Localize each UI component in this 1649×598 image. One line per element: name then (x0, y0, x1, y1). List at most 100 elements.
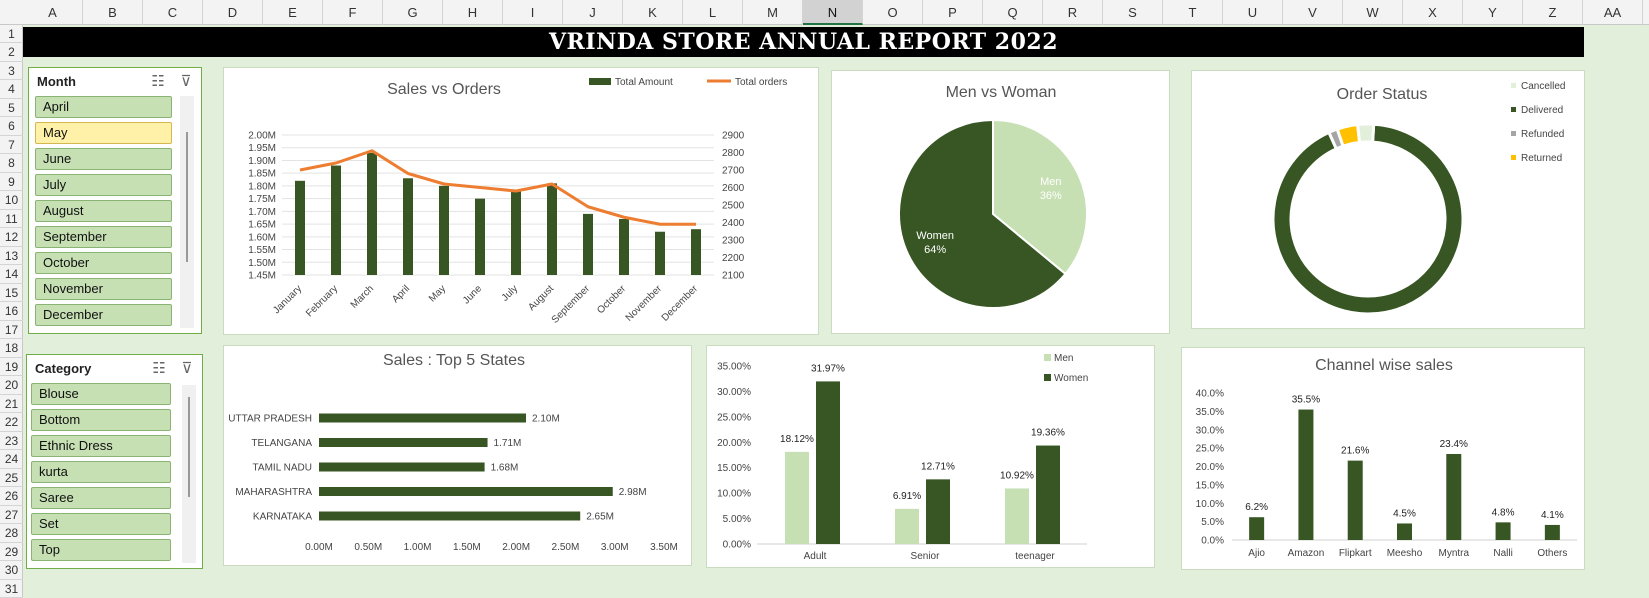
row-header-4[interactable]: 4 (0, 80, 23, 99)
y-right-tick: 2600 (722, 183, 745, 194)
column-header-N[interactable]: N (803, 0, 863, 25)
row-header-16[interactable]: 16 (0, 302, 23, 321)
column-header-P[interactable]: P (923, 0, 983, 25)
order-status-chart[interactable]: Order Status Cancelled Delivered Refunded Re… (1191, 70, 1585, 329)
column-header-C[interactable]: C (143, 0, 203, 25)
row-header-17[interactable]: 17 (0, 321, 23, 340)
row-header-8[interactable]: 8 (0, 154, 23, 173)
row-header-6[interactable]: 6 (0, 117, 23, 136)
column-header-R[interactable]: R (1043, 0, 1103, 25)
bar-total-amount (619, 219, 629, 275)
slicer-item-saree[interactable]: Saree (31, 487, 171, 509)
row-header-23[interactable]: 23 (0, 432, 23, 451)
column-header-E[interactable]: E (263, 0, 323, 25)
row-header-12[interactable]: 12 (0, 228, 23, 247)
row-header-31[interactable]: 31 (0, 580, 23, 598)
row-header-14[interactable]: 14 (0, 265, 23, 284)
column-header-K[interactable]: K (623, 0, 683, 25)
row-header-21[interactable]: 21 (0, 395, 23, 414)
slicer-item-november[interactable]: November (35, 278, 172, 300)
month-slicer[interactable]: Month ☷ ⊽ April May June July August Septembe… (28, 67, 202, 334)
row-header-29[interactable]: 29 (0, 543, 23, 562)
category-slicer-scrollbar[interactable] (182, 385, 196, 563)
row-header-19[interactable]: 19 (0, 358, 23, 377)
scrollbar-thumb[interactable] (188, 397, 190, 497)
bar-state (319, 462, 485, 472)
slicer-item-july[interactable]: July (35, 174, 172, 196)
column-header-Q[interactable]: Q (983, 0, 1043, 25)
column-header-U[interactable]: U (1223, 0, 1283, 25)
row-header-22[interactable]: 22 (0, 413, 23, 432)
slicer-item-blouse[interactable]: Blouse (31, 383, 171, 405)
row-header-30[interactable]: 30 (0, 561, 23, 580)
slicer-item-bottom[interactable]: Bottom (31, 409, 171, 431)
age-gender-chart[interactable]: 35.00% 30.00% 25.00% 20.00% 15.00% 10.00% 5.00… (706, 345, 1155, 568)
pie-slice-women (898, 118, 1067, 309)
slicer-item-ethnic-dress[interactable]: Ethnic Dress (31, 435, 171, 457)
slicer-item-april[interactable]: April (35, 96, 172, 118)
multi-select-icon[interactable]: ☷ (151, 73, 165, 90)
column-header-AA[interactable]: AA (1583, 0, 1643, 25)
column-header-Y[interactable]: Y (1463, 0, 1523, 25)
row-header-5[interactable]: 5 (0, 99, 23, 118)
column-header-O[interactable]: O (863, 0, 923, 25)
x-tick-label: 1.50M (453, 542, 481, 553)
column-header-G[interactable]: G (383, 0, 443, 25)
row-header-9[interactable]: 9 (0, 173, 23, 192)
row-header-3[interactable]: 3 (0, 62, 23, 81)
column-header-D[interactable]: D (203, 0, 263, 25)
row-header-18[interactable]: 18 (0, 339, 23, 358)
row-header-11[interactable]: 11 (0, 210, 23, 229)
slicer-item-set[interactable]: Set (31, 513, 171, 535)
column-header-M[interactable]: M (743, 0, 803, 25)
slicer-item-december[interactable]: December (35, 304, 172, 326)
scrollbar-thumb[interactable] (186, 132, 188, 262)
column-header-H[interactable]: H (443, 0, 503, 25)
row-header-25[interactable]: 25 (0, 469, 23, 488)
slicer-item-kurta[interactable]: kurta (31, 461, 171, 483)
y-right-tick: 2200 (722, 253, 745, 264)
slicer-item-october[interactable]: October (35, 252, 172, 274)
column-header-W[interactable]: W (1343, 0, 1403, 25)
column-header-S[interactable]: S (1103, 0, 1163, 25)
channel-wise-sales-chart[interactable]: Channel wise sales 40.0% 35.0% 30.0% 25.0% 20… (1181, 347, 1585, 570)
clear-filter-icon[interactable]: ⊽ (180, 73, 192, 90)
column-header-T[interactable]: T (1163, 0, 1223, 25)
slicer-item-june[interactable]: June (35, 148, 172, 170)
row-header-20[interactable]: 20 (0, 376, 23, 395)
column-header-Z[interactable]: Z (1523, 0, 1583, 25)
clear-filter-icon[interactable]: ⊽ (181, 360, 193, 377)
slicer-item-top[interactable]: Top (31, 539, 171, 561)
row-header-10[interactable]: 10 (0, 191, 23, 210)
column-header-L[interactable]: L (683, 0, 743, 25)
men-vs-woman-chart[interactable]: Men vs Woman Men 36% Women 64% (831, 70, 1170, 334)
y-tick-label: 25.0% (1196, 444, 1224, 455)
y-tick-label: 10.0% (1196, 499, 1224, 510)
row-header-15[interactable]: 15 (0, 284, 23, 303)
column-header-X[interactable]: X (1403, 0, 1463, 25)
row-header-26[interactable]: 26 (0, 487, 23, 506)
row-header-1[interactable]: 1 (0, 25, 23, 44)
slicer-item-august[interactable]: August (35, 200, 172, 222)
column-header-B[interactable]: B (83, 0, 143, 25)
multi-select-icon[interactable]: ☷ (152, 360, 166, 377)
row-header-7[interactable]: 7 (0, 136, 23, 155)
slicer-item-may[interactable]: May (35, 122, 172, 144)
column-header-A[interactable]: A (23, 0, 83, 25)
column-header-J[interactable]: J (563, 0, 623, 25)
row-header-13[interactable]: 13 (0, 247, 23, 266)
row-header-24[interactable]: 24 (0, 450, 23, 469)
column-header-F[interactable]: F (323, 0, 383, 25)
row-header-2[interactable]: 2 (0, 43, 23, 62)
legend-label-total-orders: Total orders (735, 77, 787, 88)
top-5-states-chart[interactable]: Sales : Top 5 States UTTAR PRADESH 2.10M TE… (223, 345, 692, 566)
slicer-item-september[interactable]: September (35, 226, 172, 248)
category-slicer[interactable]: Category ☷ ⊽ Blouse Bottom Ethnic Dress kur… (26, 354, 203, 569)
donut-slice-cancelled (1355, 122, 1376, 145)
month-slicer-scrollbar[interactable] (180, 96, 194, 328)
sales-vs-orders-chart[interactable]: Sales vs Orders Total Amount Total orders 2… (223, 67, 819, 335)
column-header-I[interactable]: I (503, 0, 563, 25)
row-header-28[interactable]: 28 (0, 524, 23, 543)
row-header-27[interactable]: 27 (0, 506, 23, 525)
column-header-V[interactable]: V (1283, 0, 1343, 25)
